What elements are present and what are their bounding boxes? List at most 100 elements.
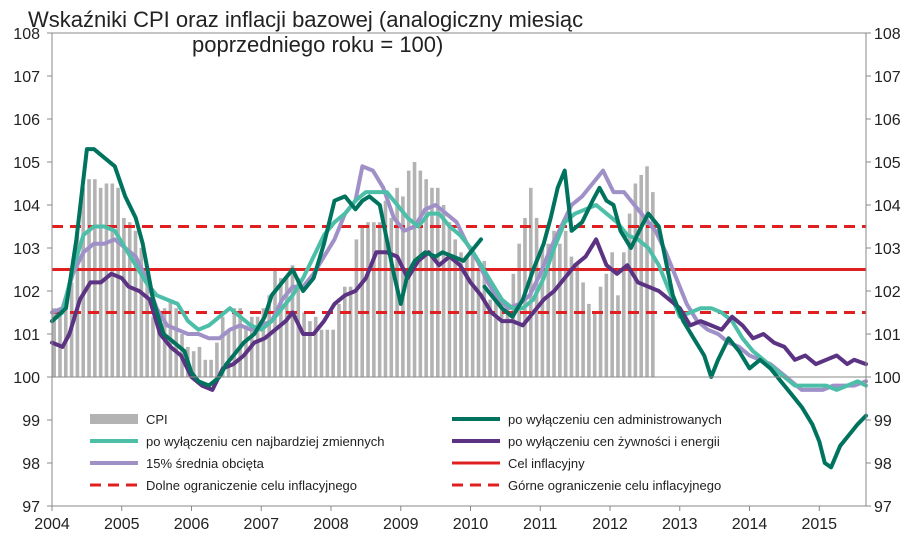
cpi-bar [465,256,469,377]
cpi-bar [151,316,155,377]
series-line [50,237,868,392]
cpi-bar [313,316,318,377]
cpi-bar [435,187,440,377]
legend-label: CPI [146,412,168,427]
chart-title: Wskaźniki CPI oraz inflacji bazowej (ana… [28,7,583,57]
cpi-bar [546,243,551,377]
x-tick-label: 2011 [523,516,558,533]
cpi-bar [145,269,149,377]
cpi-bar [430,187,434,377]
cpi-bar [215,342,219,377]
cpi-bar [127,222,132,377]
cpi-bar [232,308,237,377]
x-tick-label: 2009 [383,516,419,533]
y-tick-label-right: 104 [874,198,901,215]
y-tick-label-right: 101 [874,327,901,344]
cpi-bar [122,217,126,377]
cpi-bar [651,192,655,377]
y-tick-label-left: 106 [13,112,40,129]
cpi-bar [534,217,539,377]
legend-label: Dolne ograniczenie celu inflacyjnego [146,478,357,493]
cpi-bar [447,222,452,377]
reference-lines [52,225,866,314]
y-tick-label-right: 100 [874,370,901,387]
x-tick-label: 2005 [104,516,140,533]
cpi-bar [621,252,626,377]
cpi-bar [377,222,382,377]
cpi-bar [261,308,266,377]
x-tick-label: 2006 [174,516,210,533]
y-tick-label-left: 98 [22,456,40,473]
cpi-bar [191,351,196,377]
cpi-bar [645,166,649,377]
y-tick-label-right: 99 [874,413,892,430]
y-tick-label-left: 101 [13,327,40,344]
legend: CPI po wyłączeniu cen administrowanych po … [90,412,722,493]
cpi-bar [116,187,120,377]
cpi-bar [284,278,289,377]
cpi-bar [604,273,609,377]
y-tick-label-left: 97 [22,499,40,516]
cpi-bar [517,243,521,377]
cpi-bar [569,256,574,377]
cpi-bar [511,273,516,377]
cpi-bar [325,329,330,377]
plot-frame [51,32,867,507]
cpi-bar [197,346,202,377]
y-tick-label-left: 107 [13,69,40,86]
cpi-bar [424,179,428,377]
cpi-bar [587,303,591,377]
cpi-bar [505,308,510,377]
cpi-bar [348,286,353,377]
cpi-bar [459,252,463,377]
cpi-bar [499,308,504,377]
y-tick-label-left: 100 [13,370,40,387]
cpi-bar [110,183,115,377]
cpi-bar [331,329,335,377]
cpi-bar [302,312,306,377]
chart-title-line-2: poprzedniego roku = 100) [192,32,443,57]
cpi-bar [610,252,614,377]
y-tick-label-right: 103 [874,241,901,258]
cpi-bar [81,187,86,377]
series-lines [50,147,868,470]
cpi-bar [558,243,562,377]
cpi-bar [494,299,498,377]
cpi-bar [290,265,295,377]
cpi-bar [220,316,225,377]
legend-label: Górne ograniczenie celu inflacyjnego [508,478,721,493]
cpi-bar [87,179,91,377]
cpi-bar [93,179,97,377]
y-tick-label-right: 108 [874,26,901,43]
x-tick-label: 2015 [801,516,837,533]
x-tick-label: 2014 [732,516,768,533]
x-tick-label: 2008 [313,516,349,533]
y-tick-label-left: 105 [13,155,40,172]
cpi-bar [58,308,62,377]
cpi-bar [616,295,620,377]
cpi-bar [360,226,365,377]
cpi-bar [418,170,423,377]
chart-title-line-1: Wskaźniki CPI oraz inflacji bazowej (ana… [28,7,583,32]
series-line [50,147,483,388]
y-tick-label-right: 105 [874,155,901,172]
legend-label: po wyłączeniu cen administrowanych [508,412,722,427]
cpi-bar [319,329,324,377]
x-tick-label: 2010 [453,516,489,533]
y-tick-label-right: 98 [874,456,892,473]
cpi-bar [575,265,580,377]
y-tick-label-right: 106 [874,112,901,129]
legend-label: Cel inflacyjny [508,456,585,471]
cpi-bar [255,316,260,377]
cpi-bar [627,213,632,377]
axes [47,32,871,511]
cpi-bar [139,248,144,377]
cpi-bar [342,286,347,377]
cpi-bar [133,230,138,377]
x-tick-label: 2012 [592,516,628,533]
cpi-bar [209,359,213,377]
cpi-bar [482,260,487,377]
cpi-bar [308,321,312,377]
cpi-bar [389,217,394,377]
